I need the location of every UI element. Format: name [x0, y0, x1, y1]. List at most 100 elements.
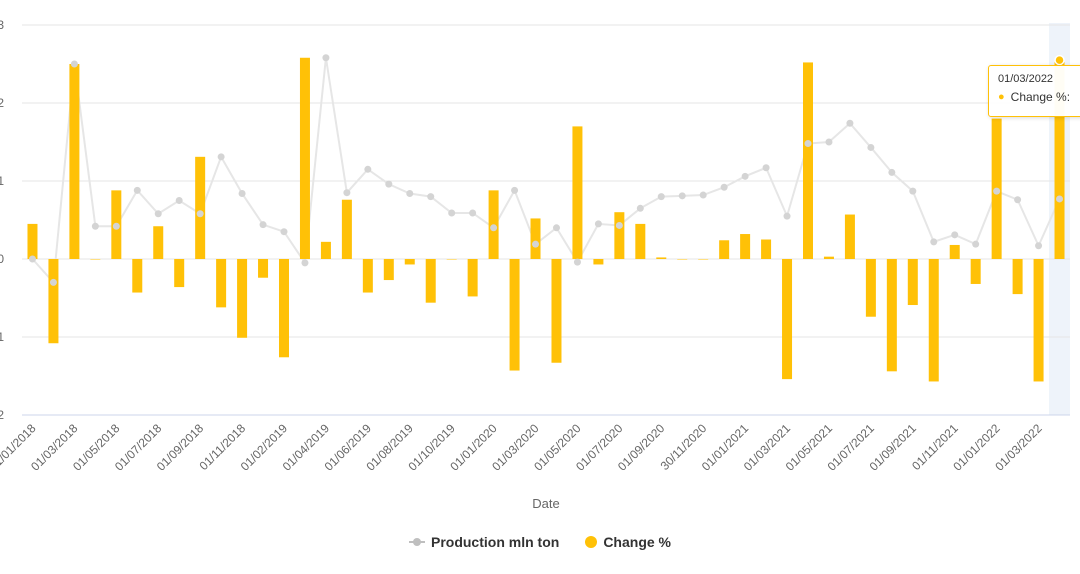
production-point	[49, 278, 57, 286]
change-bar	[69, 64, 80, 259]
legend-item-production[interactable]: Production mln ton	[408, 534, 560, 550]
tooltip-series-label: Change %:	[1010, 90, 1071, 104]
y-tick-label: -1	[0, 330, 4, 344]
production-point	[657, 193, 665, 201]
production-point	[762, 164, 770, 172]
production-line	[31, 57, 1061, 285]
production-point	[28, 255, 36, 263]
production-point	[846, 119, 854, 127]
production-point	[1056, 195, 1064, 203]
change-bar	[907, 259, 918, 306]
y-tick-label: -2	[0, 408, 4, 422]
change-bar	[886, 259, 897, 372]
change-bar	[237, 259, 248, 338]
change-bar	[803, 62, 813, 259]
production-point	[699, 191, 707, 199]
change-bar	[195, 156, 206, 259]
change-bar	[383, 259, 394, 281]
production-point	[91, 222, 99, 230]
production-point	[301, 259, 309, 267]
legend: Production mln ton Change %	[0, 534, 1080, 550]
legend-label-change: Change %	[603, 534, 671, 550]
change-bar	[635, 223, 646, 259]
change-bar	[928, 259, 939, 382]
production-point	[867, 143, 875, 151]
production-point	[825, 138, 833, 146]
production-point	[552, 224, 560, 232]
tooltip-bullet-icon: ●	[998, 91, 1005, 103]
change-bar	[761, 239, 772, 259]
production-point	[427, 193, 435, 201]
production-point	[720, 183, 728, 191]
change-bar	[593, 259, 604, 265]
line-marker-icon	[408, 537, 425, 547]
change-bar	[153, 226, 164, 259]
production-point	[343, 189, 351, 197]
change-bar	[216, 259, 227, 308]
legend-label-production: Production mln ton	[430, 534, 560, 550]
legend-item-change[interactable]: Change %	[585, 534, 671, 550]
change-bar	[341, 199, 352, 259]
change-bar	[656, 257, 667, 259]
change-bar	[1054, 60, 1065, 259]
change-bar	[299, 57, 310, 260]
tooltip-date: 01/03/2022	[998, 73, 1054, 85]
change-bar	[320, 241, 331, 259]
production-point	[70, 60, 78, 68]
change-bar	[425, 259, 436, 303]
change-bar	[174, 259, 185, 288]
production-point	[972, 240, 980, 248]
hover-point	[1054, 54, 1065, 66]
change-bar	[677, 259, 688, 260]
change-bar	[90, 259, 101, 260]
change-bar	[48, 259, 59, 344]
y-tick-label: 3	[0, 18, 4, 32]
change-bar	[614, 212, 625, 259]
production-point	[175, 197, 183, 204]
change-bar	[132, 259, 143, 293]
production-point	[280, 228, 288, 236]
production-point	[888, 168, 896, 176]
production-point	[741, 172, 749, 180]
chart: -2-1012301/01/201801/03/201801/05/201801…	[0, 18, 1070, 511]
y-tick-label: 1	[0, 174, 4, 188]
change-bar	[551, 259, 562, 363]
production-point	[678, 192, 686, 200]
production-point	[993, 187, 1001, 195]
production-point	[573, 258, 581, 266]
production-point	[783, 212, 791, 220]
change-bar	[823, 256, 834, 259]
production-point	[469, 209, 477, 217]
change-bar	[844, 214, 855, 259]
change-bar	[279, 259, 289, 358]
change-bar	[970, 259, 981, 284]
production-point	[615, 221, 623, 229]
change-bar	[949, 244, 960, 259]
production-point	[1035, 242, 1043, 250]
production-point	[322, 54, 330, 62]
production-point	[259, 221, 267, 229]
production-point	[532, 240, 540, 248]
change-bar	[1012, 259, 1023, 295]
y-tick-label: 0	[0, 252, 4, 266]
production-point	[490, 224, 498, 232]
change-bar	[1033, 259, 1044, 382]
production-point	[196, 210, 204, 218]
change-bar	[362, 259, 373, 293]
change-bar	[258, 259, 269, 278]
change-bar	[27, 223, 38, 259]
production-point	[406, 189, 414, 197]
circle-marker-icon	[585, 536, 598, 548]
production-point	[112, 222, 120, 230]
production-point	[133, 186, 141, 194]
production-point	[364, 165, 372, 173]
production-point	[804, 140, 812, 148]
x-axis-title: Date	[532, 496, 559, 511]
change-bar	[530, 218, 541, 259]
production-point	[951, 231, 959, 239]
production-point	[1014, 196, 1022, 204]
y-tick-label: 2	[0, 96, 4, 110]
production-point	[217, 153, 225, 161]
production-point	[448, 209, 456, 217]
production-point	[385, 180, 393, 188]
